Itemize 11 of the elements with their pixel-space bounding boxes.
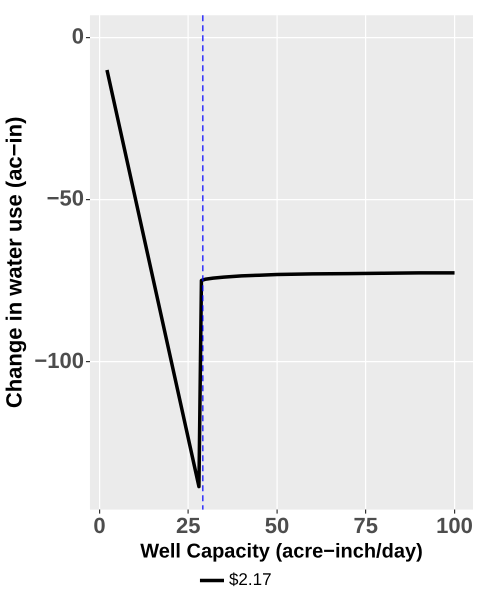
legend-label: $2.17 — [228, 570, 272, 590]
y-tick-label: −50 — [46, 186, 84, 211]
x-axis-title: Well Capacity (acre−inch/day) — [140, 540, 423, 563]
y-tick-label: 0 — [72, 24, 84, 49]
y-tick-label: −100 — [34, 348, 84, 373]
x-tick-label: 25 — [176, 512, 201, 538]
y-axis-title: Change in water use (ac−in) — [1, 116, 26, 408]
x-tick-label: 0 — [93, 512, 106, 538]
x-tick-label: 75 — [354, 512, 378, 538]
x-tick-label: 100 — [436, 512, 473, 538]
x-tick-label: 50 — [264, 512, 290, 538]
